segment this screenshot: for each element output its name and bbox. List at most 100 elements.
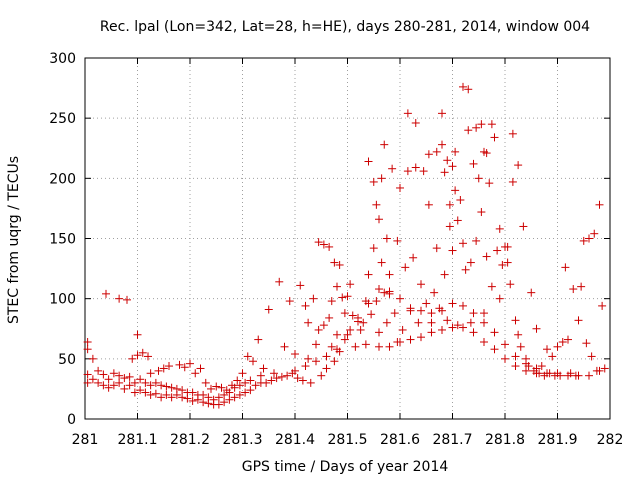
data-point (172, 384, 181, 393)
data-point (480, 318, 488, 327)
data-point (403, 167, 412, 176)
data-point (477, 120, 486, 129)
data-point (298, 376, 307, 385)
data-point (490, 345, 499, 354)
data-point (141, 378, 150, 387)
data-point (377, 258, 386, 267)
data-point (367, 310, 376, 319)
data-point (175, 360, 184, 369)
data-point (398, 325, 407, 334)
data-point (445, 222, 454, 231)
data-point (432, 147, 441, 156)
y-tick-label: 150 (49, 232, 76, 248)
data-point (238, 369, 247, 378)
data-point (409, 253, 418, 262)
data-point (130, 378, 139, 387)
data-point (241, 378, 250, 387)
data-point (280, 342, 289, 351)
x-tick-label: 281.7 (432, 432, 472, 448)
data-point (327, 297, 336, 306)
data-point (285, 297, 294, 306)
data-point (277, 372, 286, 381)
data-point (325, 242, 334, 251)
data-point (595, 366, 604, 375)
data-point (99, 381, 108, 390)
data-point (503, 258, 512, 267)
data-point (196, 364, 205, 373)
data-point (151, 378, 160, 387)
data-point (259, 364, 268, 373)
data-point (464, 85, 473, 94)
data-point (246, 386, 255, 395)
data-point (115, 378, 124, 387)
data-point (445, 200, 454, 209)
data-point (396, 183, 404, 192)
data-point (364, 157, 373, 166)
x-tick-label: 282 (597, 432, 624, 448)
data-point (291, 350, 299, 359)
data-point (403, 109, 412, 118)
data-point (427, 328, 436, 337)
data-point (267, 376, 276, 385)
data-point (249, 357, 257, 366)
data-point (585, 234, 593, 243)
data-point (178, 386, 187, 395)
data-point (579, 236, 588, 245)
data-point (385, 342, 394, 351)
data-point (343, 292, 352, 301)
data-point (322, 364, 331, 373)
data-point (385, 270, 394, 279)
data-point (516, 342, 525, 351)
data-point (558, 337, 567, 346)
data-point (346, 325, 355, 334)
data-point (330, 258, 339, 267)
data-point (432, 244, 441, 253)
y-tick-label: 250 (49, 111, 76, 127)
data-point (233, 376, 242, 385)
data-point (448, 246, 457, 255)
data-point (482, 149, 491, 158)
data-point (490, 328, 499, 337)
data-point (319, 321, 328, 330)
data-point (270, 369, 278, 378)
data-point (217, 383, 226, 392)
data-point (356, 325, 365, 334)
data-point (380, 140, 389, 149)
data-point (157, 393, 166, 402)
data-point (501, 340, 509, 349)
data-point (466, 318, 475, 327)
data-point (430, 288, 439, 297)
data-point (522, 366, 530, 375)
data-point (493, 246, 502, 255)
data-point (485, 179, 494, 188)
data-point (243, 352, 252, 361)
data-point (438, 109, 446, 118)
data-point (498, 260, 507, 269)
x-tick-labels: 281 281.1 281.2 281.3 281.4 281.5 281.6 281.7 28… (72, 432, 624, 448)
data-point (600, 364, 609, 373)
data-points (83, 82, 609, 409)
data-point (301, 301, 310, 310)
data-point (125, 372, 134, 381)
data-point (220, 398, 229, 407)
data-point (220, 390, 229, 399)
data-point (372, 200, 381, 209)
data-point (369, 244, 378, 253)
data-point (393, 236, 402, 245)
data-point (146, 369, 155, 378)
data-point (235, 381, 244, 390)
data-point (133, 330, 142, 339)
data-point (587, 352, 596, 361)
x-tick-label: 281.2 (170, 432, 210, 448)
data-point (123, 295, 131, 304)
data-point (225, 388, 234, 397)
data-point (346, 280, 355, 289)
data-point (519, 222, 528, 231)
data-point (469, 328, 478, 337)
data-point (180, 363, 189, 372)
data-point (283, 371, 292, 380)
data-point (109, 369, 118, 378)
data-point (359, 318, 368, 327)
data-point (162, 382, 171, 391)
data-point (364, 299, 373, 308)
